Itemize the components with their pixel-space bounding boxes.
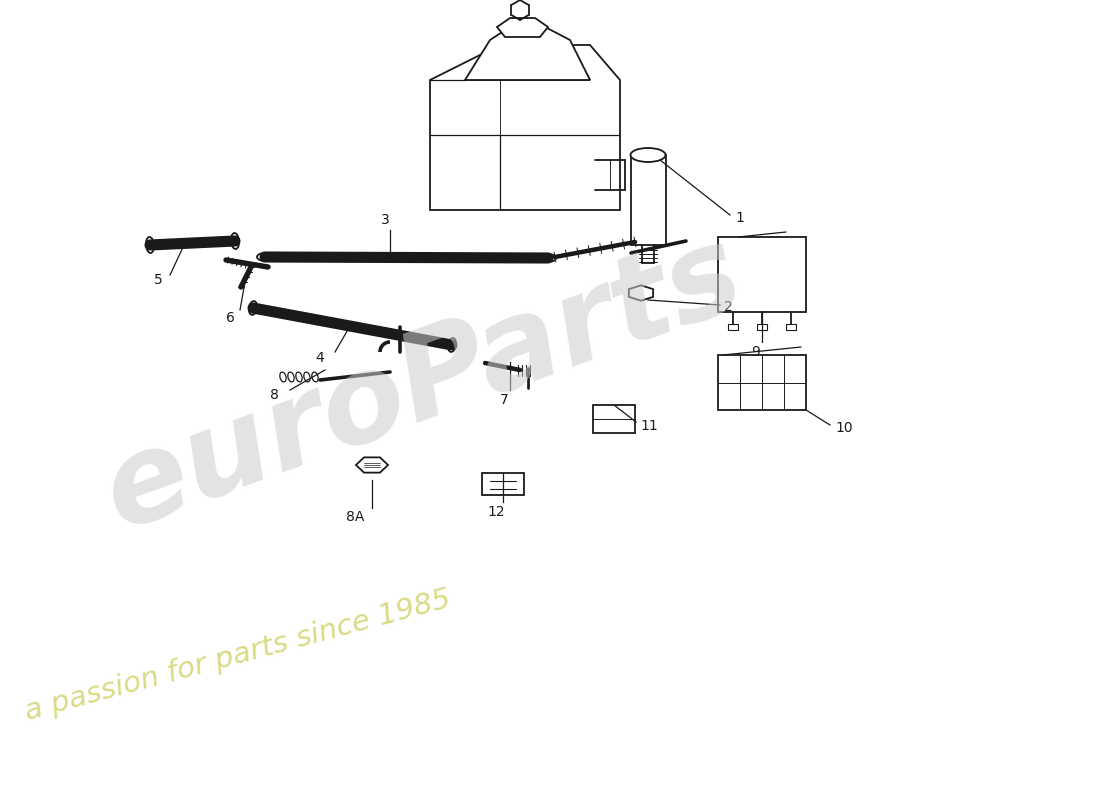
Ellipse shape — [249, 301, 257, 315]
Polygon shape — [497, 18, 548, 37]
Text: 10: 10 — [835, 421, 852, 435]
Polygon shape — [465, 45, 590, 80]
Bar — [482, 473, 524, 495]
Polygon shape — [629, 286, 653, 301]
Text: 2: 2 — [724, 300, 733, 314]
Bar — [786, 324, 796, 330]
Text: 8: 8 — [270, 388, 278, 402]
Ellipse shape — [448, 338, 456, 352]
Text: 4: 4 — [316, 351, 324, 365]
Ellipse shape — [630, 148, 666, 162]
Text: 8A: 8A — [345, 510, 364, 524]
Text: 9: 9 — [751, 345, 760, 359]
Text: 3: 3 — [381, 213, 389, 227]
Ellipse shape — [257, 253, 273, 261]
Text: a passion for parts since 1985: a passion for parts since 1985 — [22, 586, 454, 726]
Bar — [718, 237, 806, 312]
Polygon shape — [430, 45, 620, 210]
Bar — [718, 355, 806, 410]
Text: 1: 1 — [735, 211, 744, 225]
Bar — [631, 155, 666, 245]
Ellipse shape — [540, 254, 556, 262]
Polygon shape — [465, 27, 590, 80]
Bar — [728, 324, 738, 330]
Text: 7: 7 — [499, 393, 508, 407]
Text: 6: 6 — [226, 311, 234, 325]
Text: 5: 5 — [154, 273, 163, 287]
Text: euroParts: euroParts — [88, 214, 758, 554]
Bar — [757, 324, 767, 330]
Text: 11: 11 — [640, 419, 658, 433]
Text: 12: 12 — [487, 505, 505, 519]
Bar — [593, 405, 635, 433]
Polygon shape — [356, 458, 388, 473]
Ellipse shape — [146, 237, 154, 253]
Ellipse shape — [231, 233, 239, 249]
